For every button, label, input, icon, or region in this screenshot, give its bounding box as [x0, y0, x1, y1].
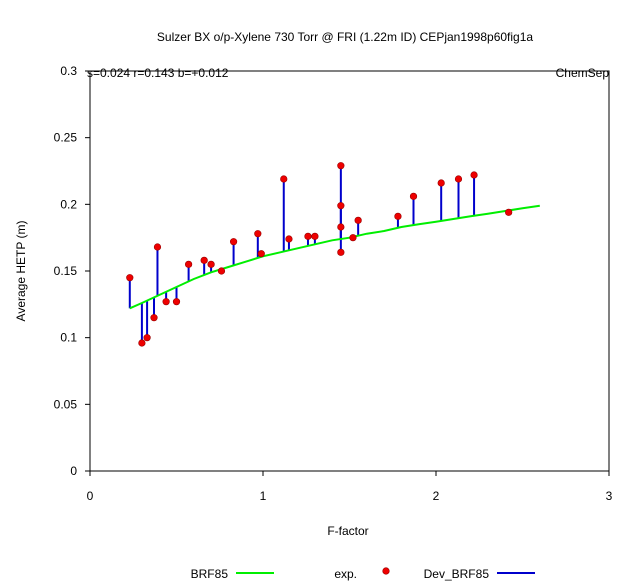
x-tick-label: 2	[433, 489, 440, 503]
legend-label-exp: exp.	[334, 567, 357, 581]
data-point	[257, 250, 265, 258]
data-point	[437, 179, 445, 187]
data-point	[337, 162, 345, 170]
data-point	[217, 267, 226, 275]
legend: BRF85 exp. Dev_BRF85	[191, 567, 535, 581]
stats-label: s=0.024 r=0.143 b=+0.012	[87, 66, 229, 80]
data-point	[138, 339, 146, 347]
x-tick-label: 0	[87, 489, 94, 503]
y-tick-label: 0	[70, 464, 77, 478]
data-point	[311, 232, 319, 240]
legend-swatch-exp	[382, 567, 390, 575]
data-point	[229, 238, 238, 246]
data-point	[280, 175, 288, 183]
plot-border	[89, 70, 610, 472]
data-point	[172, 298, 181, 306]
data-point	[150, 314, 158, 322]
y-tick-label: 0.3	[60, 64, 77, 78]
data-point	[143, 334, 151, 342]
deviation-lines	[128, 165, 510, 343]
data-point	[254, 230, 262, 238]
data-point	[162, 298, 170, 306]
data-point	[126, 274, 134, 282]
data-point	[454, 175, 463, 183]
y-axis-label: Average HETP (m)	[14, 221, 28, 322]
y-tick-label: 0.1	[60, 331, 77, 345]
experimental-points	[126, 162, 513, 347]
data-point	[153, 243, 162, 251]
x-axis-label: F-factor	[327, 524, 368, 538]
data-point	[337, 223, 345, 231]
legend-label-dev-brf85: Dev_BRF85	[424, 567, 490, 581]
corner-label: ChemSep	[556, 66, 610, 80]
plot-frame	[89, 70, 610, 472]
y-tick-label: 0.15	[54, 264, 78, 278]
data-point	[304, 232, 312, 240]
data-point	[185, 260, 193, 268]
chart-title: Sulzer BX o/p-Xylene 730 Torr @ FRI (1.2…	[157, 30, 533, 44]
data-point	[354, 216, 362, 224]
x-tick-label: 1	[260, 489, 267, 503]
brf85-curve	[129, 204, 540, 310]
data-point	[337, 202, 345, 210]
data-point	[337, 248, 345, 256]
data-point	[349, 234, 357, 242]
data-point	[409, 192, 418, 200]
data-point	[285, 235, 293, 243]
y-axis: 0 0.05 0.1 0.15 0.2 0.25 0.3	[54, 64, 90, 478]
brf85-line	[129, 204, 540, 310]
data-point	[470, 171, 478, 179]
y-tick-label: 0.2	[60, 197, 77, 211]
data-point	[505, 208, 513, 216]
y-tick-label: 0.25	[54, 131, 78, 145]
x-axis: 0 1 2 3	[87, 471, 613, 503]
data-point	[207, 260, 215, 268]
y-tick-label: 0.05	[54, 397, 78, 411]
legend-label-brf85: BRF85	[191, 567, 229, 581]
x-tick-label: 3	[606, 489, 613, 503]
data-point	[200, 256, 208, 264]
data-point	[394, 212, 402, 220]
